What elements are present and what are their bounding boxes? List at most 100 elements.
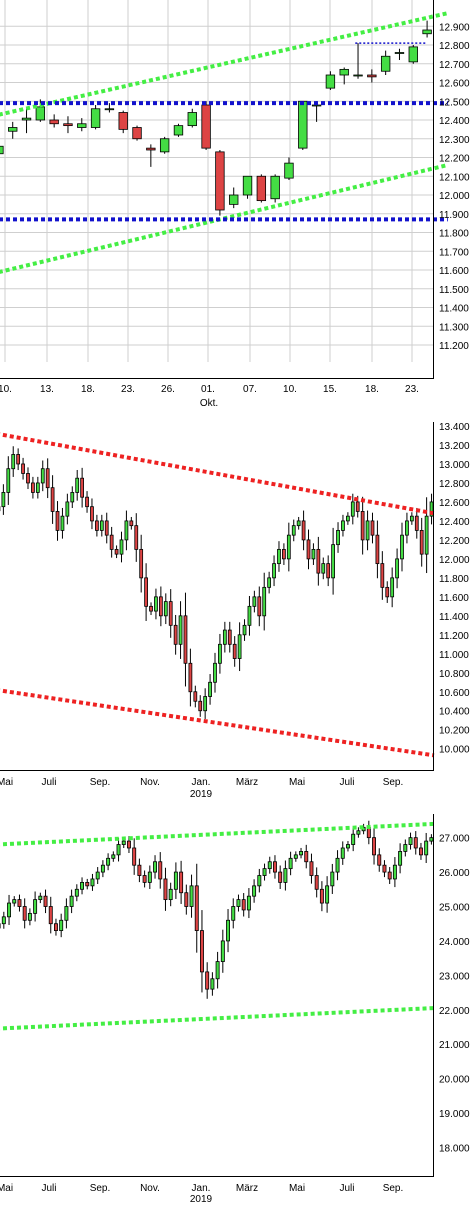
x-tick-label: Mai [289,777,305,788]
y-tick-label: 12.600 [439,79,470,90]
candle-body [0,145,4,155]
candle-body [95,871,100,880]
candle-body [409,515,414,522]
y-tick-label: 12.800 [439,41,470,52]
y-tick-label: 12.100 [439,172,470,183]
x-tick-label: 10. [283,384,297,395]
candle-body [147,871,152,883]
candle-body [257,875,262,887]
x-tick-label: 23. [121,384,135,395]
y-tick-label: 10.200 [439,726,470,737]
candle-body [35,106,46,121]
candle-body [38,895,43,901]
daily-candles [0,20,432,216]
y-tick-label: 12.700 [439,60,470,71]
candle-body [154,596,158,612]
candle-body [375,534,380,565]
candle-body [187,112,197,127]
y-tick-label: 12.600 [439,498,470,509]
candle-body [199,930,204,973]
x-tick-label: 01. [201,384,215,395]
trend-line [0,11,449,117]
candle-body [336,530,340,546]
y-tick-label: 10.800 [439,669,470,680]
y-tick-label: 12.400 [439,517,470,528]
candle-body [70,492,75,503]
candle-body [267,577,272,588]
candle-body [22,906,27,921]
candle-body [341,520,345,531]
candle-body [168,601,173,626]
candle-body [137,864,142,876]
candle-body [429,837,434,842]
candle-body [252,885,257,897]
candle-body [26,473,30,484]
candle-body [124,520,129,541]
candle-body [272,563,276,579]
candle-body [173,871,178,890]
candle-body [153,861,158,873]
candle-body [325,74,336,89]
candle-body [109,534,114,550]
y-tick-label: 12.000 [439,191,470,202]
candle-body [413,837,418,849]
y-tick-label: 18.000 [439,1143,470,1154]
candle-body [400,534,404,560]
candle-body [218,643,222,664]
candle-body [45,468,50,489]
candle-body [149,605,153,612]
candle-body [247,605,252,626]
candle-body [139,548,144,579]
y-tick-label: 12.800 [439,479,470,490]
candle-body [350,501,355,517]
candle-body [21,117,32,121]
x-tick-label: 15. [323,384,337,395]
candle-body [408,46,418,63]
candle-body [319,888,324,904]
weekly-y-ticks: 13.400 13.200 13.000 12.800 12.600 12.400 12.2… [439,422,470,756]
daily-y-ticks: 12.900 12.800 12.700 12.600 12.500 12.400 12.3… [439,22,470,352]
candle-body [132,127,142,140]
candle-body [77,123,87,128]
candle-body [95,520,99,531]
y-tick-label: 13.200 [439,441,470,452]
candle-body [256,175,267,202]
candle-body [1,916,6,925]
y-tick-label: 12.000 [439,555,470,566]
candle-body [284,162,294,179]
x-tick-label: 07. [243,384,257,395]
candle-body [40,468,45,484]
daily-chart: 12.900 12.800 12.700 12.600 12.500 12.400 12.3… [0,0,470,409]
weekly-log-candles [0,820,434,999]
y-tick-label: 12.300 [439,135,470,146]
x-tick-label: Juli [41,1183,56,1194]
candle-body [306,539,311,560]
weekly-x-ticks: Mai Juli Sep. Nov. Jan. März Mai Juli Sep. [0,777,403,788]
x-tick-label: Sep. [383,1183,404,1194]
x-tick-label: Sep. [383,777,404,788]
candle-body [367,74,377,78]
candle-body [203,696,208,712]
x-tick-label: 13. [40,384,54,395]
candle-body [272,861,277,873]
candle-body [252,596,257,607]
candle-body [299,851,304,856]
candle-body [104,520,109,536]
weekly-log-trendlines [0,821,435,1031]
daily-trendlines [0,11,449,274]
candle-body [405,520,409,536]
candle-body [335,857,340,873]
candle-body [127,840,131,849]
weekly-trendlines [0,432,435,758]
candle-body [311,104,322,107]
y-tick-label: 11.800 [439,574,469,585]
y-tick-label: 10.000 [439,745,470,756]
candle-body [398,851,403,866]
candle-body [179,871,184,894]
weekly-log-chart: 27.000 26.000 25.000 24.000 23.000 22.000 21.0… [0,814,470,1205]
candle-body [424,840,429,856]
candle-body [340,847,345,859]
candle-body [43,895,48,907]
candle-body [163,601,168,617]
candle-body [283,868,288,883]
